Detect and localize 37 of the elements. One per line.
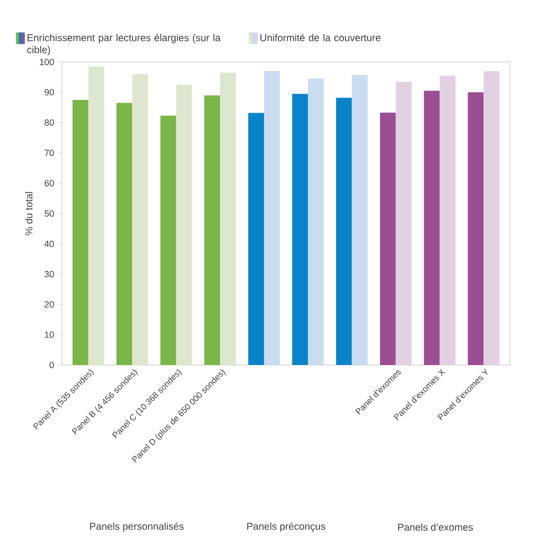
bar <box>396 82 412 365</box>
bar <box>440 76 456 365</box>
y-tick-label: 20 <box>44 301 54 308</box>
bar <box>248 112 264 365</box>
bar <box>424 90 440 365</box>
bar <box>204 95 220 365</box>
y-tick-label: 90 <box>44 89 54 96</box>
bar <box>336 98 352 365</box>
bar <box>116 102 132 365</box>
bar <box>380 112 396 365</box>
bar <box>72 100 88 365</box>
bar <box>176 84 192 365</box>
bar <box>132 74 148 365</box>
bar <box>292 94 308 365</box>
bar <box>88 66 104 365</box>
bar <box>264 71 280 365</box>
legend-label: Uniformité de la couverture <box>260 34 380 42</box>
y-tick-label: 10 <box>44 332 54 338</box>
bar <box>160 116 176 365</box>
y-tick-label: 70 <box>44 150 54 156</box>
y-tick-label: 40 <box>44 240 54 247</box>
bar <box>220 72 236 365</box>
legend-label: Enrichissement par lectures élargies (sur la cible) <box>27 34 221 56</box>
bar <box>352 75 368 365</box>
text: Panels personnalisés <box>90 522 184 532</box>
bar <box>308 78 324 365</box>
bar <box>484 71 500 365</box>
y-tick-label: 60 <box>44 180 54 186</box>
text: Panels d’exomes <box>398 523 473 531</box>
y-tick-label: 30 <box>44 270 54 278</box>
y-tick-label: 80 <box>44 119 54 126</box>
bar <box>468 92 484 365</box>
y-tick-label: 0 <box>50 362 54 368</box>
y-tick-label: 100 <box>40 58 54 66</box>
text: Panels préconçus <box>247 522 326 532</box>
y-tick-label: 50 <box>44 210 54 217</box>
y-axis-title: % du total <box>25 192 32 236</box>
